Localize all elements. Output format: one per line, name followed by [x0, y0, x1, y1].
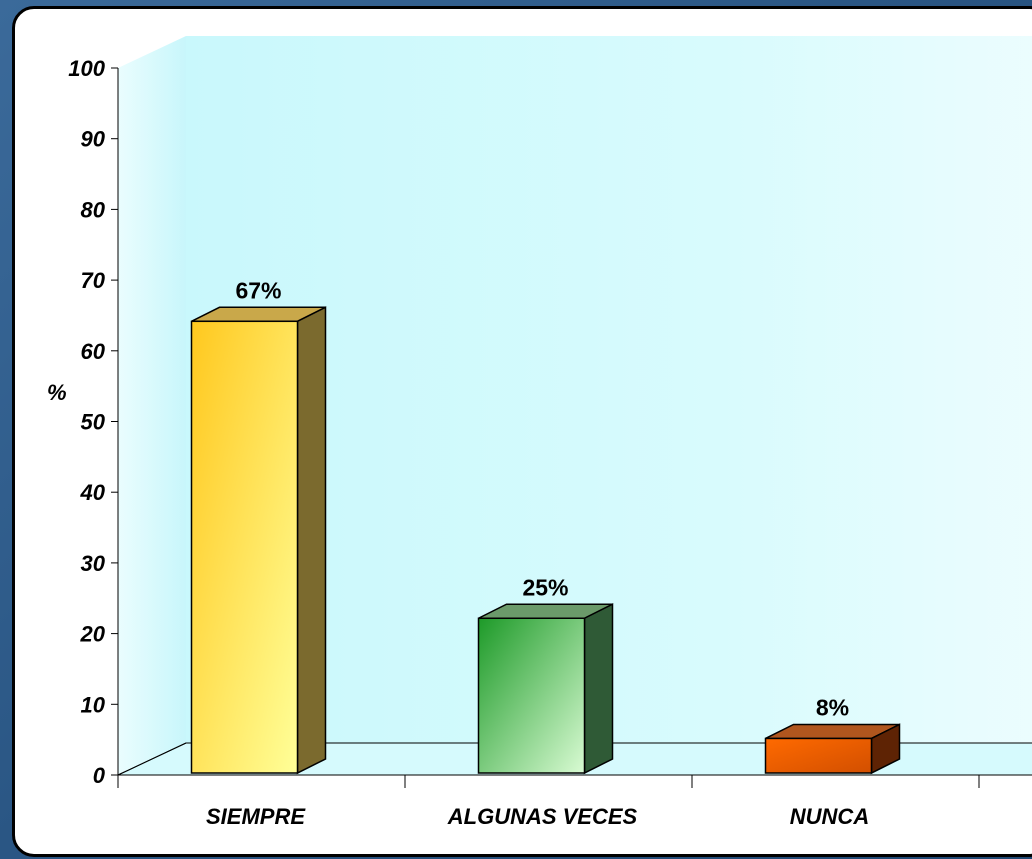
y-tick-label: 10: [81, 692, 106, 717]
bar-front-face: [764, 737, 873, 774]
chart-frame: 0 10 20 30 40 50 60 70 80 90 100 67% SIEMPRE 25% ALGU…: [12, 6, 1032, 857]
bar-algunas-veces: [477, 603, 614, 775]
data-label: 25%: [522, 574, 568, 600]
bar-nunca: [764, 723, 901, 775]
x-tick-label: SIEMPRE: [206, 804, 306, 829]
y-tick-label: 60: [81, 339, 106, 364]
data-label: 67%: [235, 277, 281, 303]
y-tick-label: 50: [81, 410, 106, 435]
x-tick-label: ALGUNAS VECES: [447, 804, 638, 829]
bar-front-face: [190, 320, 299, 774]
y-tick-label: 20: [80, 622, 106, 647]
data-label: 8%: [816, 694, 849, 720]
bar-siempre: [190, 306, 327, 775]
y-tick-label: 80: [81, 197, 106, 222]
x-tick-label: NUNCA: [790, 804, 869, 829]
y-tick-label: 0: [93, 763, 106, 788]
bar-chart: 0 10 20 30 40 50 60 70 80 90 100 67% SIEMPRE 25% ALGU…: [47, 36, 1032, 829]
bar-side-face: [583, 603, 614, 775]
floor-side-edge: [117, 742, 187, 776]
bar-front-face: [477, 617, 586, 774]
side-wall: [118, 36, 186, 775]
bar-side-face: [296, 306, 327, 775]
y-tick-label: 30: [81, 551, 106, 576]
back-wall: [186, 36, 1032, 743]
y-tick-label: 40: [80, 480, 106, 505]
y-axis-label: %: [47, 380, 67, 405]
y-tick-label: 70: [81, 268, 106, 293]
y-tick-label: 90: [81, 127, 106, 152]
y-tick-label: 100: [68, 56, 105, 81]
